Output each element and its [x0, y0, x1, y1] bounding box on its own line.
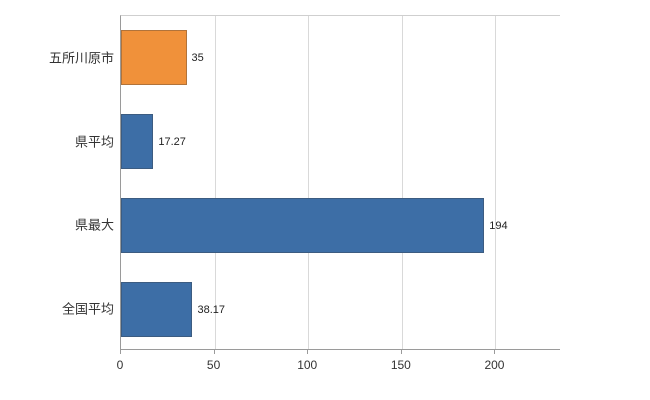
x-tick-mark: [213, 350, 215, 354]
bar-row: 35: [121, 30, 561, 85]
value-label: 35: [191, 52, 204, 64]
bar-row: 194: [121, 198, 561, 253]
category-label-全国平均: 全国平均: [61, 301, 114, 317]
category-label-県平均: 県平均: [74, 134, 114, 150]
bar-row: 17.27: [121, 114, 561, 169]
x-tick-mark: [400, 350, 402, 354]
plot-area: 35 17.27 194 38.17: [120, 15, 560, 350]
value-label: 194: [489, 220, 508, 232]
bar-県平均[interactable]: [121, 114, 154, 169]
x-tick-label: 200: [484, 358, 505, 372]
category-label-県最大: 県最大: [74, 217, 114, 233]
category-label-五所川原市: 五所川原市: [48, 50, 114, 66]
bar-全国平均[interactable]: [121, 282, 193, 337]
x-tick-label: 50: [206, 358, 221, 372]
x-tick-mark: [120, 350, 121, 354]
x-tick-label: 100: [297, 358, 318, 372]
x-tick-mark: [307, 350, 309, 354]
x-tick-label: 0: [116, 358, 124, 372]
bar-県最大[interactable]: [121, 198, 485, 253]
value-label: 17.27: [158, 136, 186, 148]
x-tick-mark: [494, 350, 496, 354]
bar-五所川原市[interactable]: [121, 30, 187, 85]
value-label: 38.17: [197, 304, 225, 316]
x-tick-label: 150: [390, 358, 411, 372]
bar-row: 38.17: [121, 282, 561, 337]
